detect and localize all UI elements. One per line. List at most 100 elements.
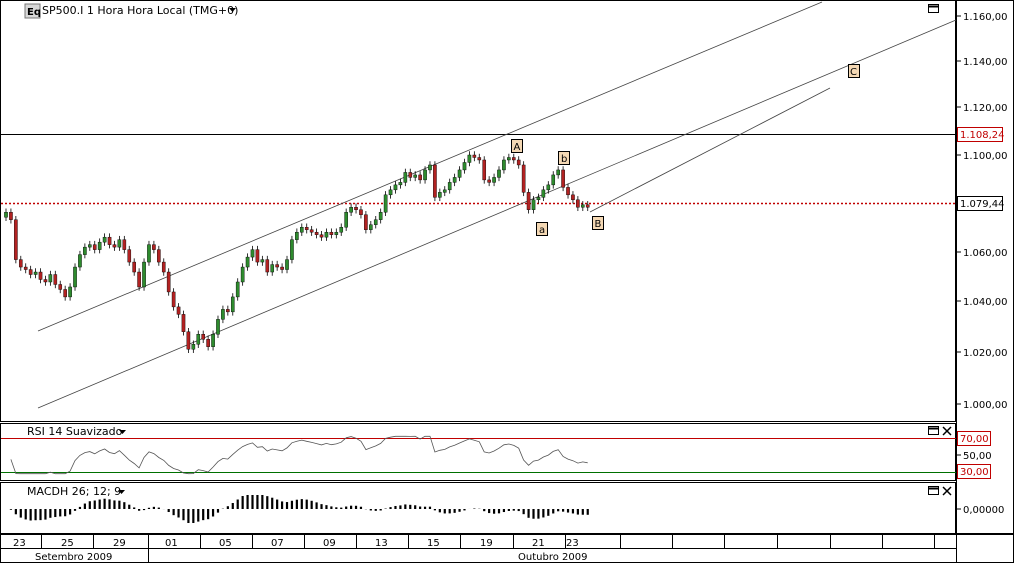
candle-body: [388, 189, 393, 196]
candle-body: [462, 162, 467, 171]
candle-body: [43, 279, 48, 283]
candle-body: [230, 296, 235, 313]
rsi-panel[interactable]: [0, 423, 956, 481]
candle-body: [206, 339, 210, 347]
price-panel[interactable]: [0, 0, 956, 422]
x-tick-0: 23: [13, 538, 26, 549]
candle-body: [14, 219, 18, 260]
svg-text:b: b: [561, 154, 567, 165]
wave-label-a[interactable]: a: [536, 222, 548, 237]
candle-body: [63, 289, 67, 298]
candle-body: [364, 214, 368, 230]
svg-text:B: B: [595, 219, 602, 230]
candle-body: [255, 249, 260, 263]
macd-close-icon[interactable]: [942, 486, 952, 496]
projection-line[interactable]: [589, 87, 831, 213]
last-price-label-box: [957, 196, 1003, 211]
candle-body: [516, 159, 521, 166]
candle-body: [349, 207, 353, 213]
macd-histogram: [9, 495, 589, 523]
candle-body: [300, 227, 304, 233]
candle-body: [541, 189, 546, 198]
candle-body: [250, 249, 255, 258]
candle-body: [107, 236, 112, 245]
macd-zero-label: 0,00000: [963, 505, 1004, 516]
candle-body: [53, 274, 58, 285]
rsi-close-icon[interactable]: [942, 426, 952, 436]
candle-body: [492, 177, 496, 183]
candle-body: [132, 261, 136, 273]
candle-body: [142, 261, 146, 288]
macd-dropdown-icon[interactable]: [118, 490, 125, 494]
candle-body: [304, 227, 309, 230]
candle-body: [438, 192, 442, 198]
candle-body: [477, 157, 482, 161]
candle-body: [556, 169, 560, 176]
candle-body: [181, 314, 186, 332]
resistance-label-box: [957, 127, 1003, 142]
x-tick-6: 09: [323, 538, 336, 549]
candle-body: [23, 266, 28, 270]
candle-body: [413, 174, 417, 178]
candle-body: [4, 212, 8, 218]
candle-body: [447, 182, 452, 191]
wave-label-A[interactable]: A: [511, 139, 523, 154]
candle-body: [581, 204, 585, 208]
candle-body: [196, 334, 201, 345]
candle-body: [290, 239, 294, 260]
wave-label-C[interactable]: C: [848, 64, 860, 79]
candle-body: [176, 306, 181, 315]
y-tick-1140: 1.140,00: [963, 57, 1008, 68]
candle-body: [166, 271, 171, 293]
candle-body: [102, 236, 107, 243]
channel-lower-line[interactable]: [37, 19, 957, 409]
candle-body: [309, 229, 314, 233]
candle-body: [576, 199, 580, 208]
rsi-line: [10, 435, 588, 475]
y-tick-1040: 1.040,00: [963, 297, 1008, 308]
candle-body: [511, 157, 516, 161]
candle-body: [359, 209, 363, 215]
candle-body: [467, 154, 472, 163]
candle-body: [191, 344, 196, 350]
wave-label-B[interactable]: B: [592, 216, 604, 231]
rsi-title[interactable]: RSI 14 Suavizado: [27, 425, 123, 438]
candle-body: [226, 309, 230, 313]
x-tick-5: 07: [271, 538, 284, 549]
x-tick-11: 23: [566, 538, 579, 549]
instrument-title[interactable]: SP500.I 1 Hora Hora Local (TMG+0): [42, 4, 238, 17]
wave-label-b[interactable]: b: [558, 151, 570, 166]
candle-body: [571, 194, 575, 201]
instrument-dropdown-icon[interactable]: [229, 8, 236, 12]
month-label-october: Outubro 2009: [518, 552, 587, 563]
svg-text:C: C: [850, 67, 857, 78]
macd-maximize-icon[interactable]: [928, 486, 939, 495]
month-label-september: Setembro 2009: [35, 552, 112, 563]
candle-body: [97, 241, 102, 250]
candle-body: [270, 264, 275, 273]
candle-body: [507, 157, 511, 161]
macd-title[interactable]: MACDH 26; 12; 9: [27, 485, 121, 498]
candle-body: [452, 177, 457, 183]
candle-body: [531, 199, 536, 210]
candle-body: [324, 231, 329, 238]
rsi-upper-label-box: [957, 431, 991, 446]
macd-panel[interactable]: [0, 482, 956, 534]
maximize-icon[interactable]: [928, 4, 939, 13]
rsi-maximize-icon[interactable]: [928, 426, 939, 435]
candle-body: [457, 169, 462, 178]
candle-body: [551, 174, 556, 186]
candle-body: [585, 204, 590, 208]
candle-body: [127, 249, 132, 263]
candle-body: [78, 254, 82, 268]
y-tick-1060: 1.060,00: [963, 248, 1008, 259]
rsi-dropdown-icon[interactable]: [119, 430, 126, 434]
candle-body: [221, 309, 225, 320]
candle-body: [369, 224, 373, 230]
x-tick-7: 13: [375, 538, 388, 549]
candle-body: [33, 271, 38, 275]
app-logo-text: Eq: [27, 7, 41, 18]
candle-body: [354, 207, 358, 210]
rsi-lower-label-box: [957, 464, 991, 479]
